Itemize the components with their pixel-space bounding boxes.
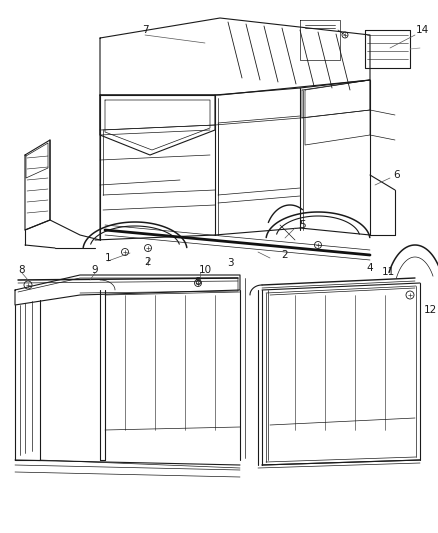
Text: 12: 12 bbox=[424, 305, 437, 315]
Text: 11: 11 bbox=[381, 267, 395, 277]
Text: 6: 6 bbox=[394, 170, 400, 180]
Text: 2: 2 bbox=[282, 250, 288, 260]
Text: 2: 2 bbox=[145, 257, 151, 267]
Text: 10: 10 bbox=[198, 265, 212, 275]
Text: 8: 8 bbox=[19, 265, 25, 275]
Text: 7: 7 bbox=[141, 25, 148, 35]
Text: 5: 5 bbox=[299, 220, 305, 230]
Text: 14: 14 bbox=[415, 25, 429, 35]
Text: 4: 4 bbox=[367, 263, 373, 273]
Text: 8: 8 bbox=[194, 277, 201, 287]
Text: 3: 3 bbox=[227, 258, 233, 268]
Text: 9: 9 bbox=[92, 265, 98, 275]
Text: 1: 1 bbox=[105, 253, 111, 263]
